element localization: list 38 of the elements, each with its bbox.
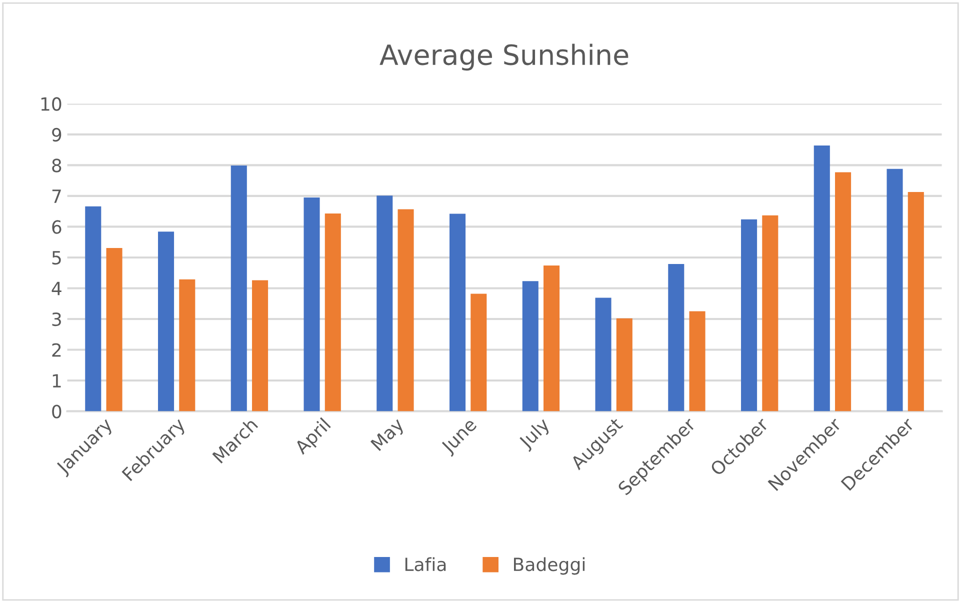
bar xyxy=(324,214,341,412)
chart-title: Average Sunshine xyxy=(380,44,628,71)
bar xyxy=(835,172,852,412)
y-tick-label: 9 xyxy=(52,128,62,142)
bar xyxy=(398,209,414,412)
bar xyxy=(230,166,247,412)
bar xyxy=(908,192,924,412)
bar xyxy=(106,248,122,412)
legend-label: Badeggi xyxy=(514,557,585,575)
bar xyxy=(595,298,612,412)
y-tick-label: 10 xyxy=(41,97,62,111)
bar xyxy=(762,215,778,412)
bar xyxy=(741,219,758,412)
bar xyxy=(689,311,706,412)
bar xyxy=(616,318,632,412)
y-tick-label: 6 xyxy=(52,220,62,234)
bar xyxy=(158,232,174,412)
bar xyxy=(85,206,102,412)
y-tick-label: 4 xyxy=(52,282,62,296)
bar xyxy=(376,196,393,412)
bar xyxy=(450,214,466,412)
bar xyxy=(668,264,684,412)
y-tick-label: 0 xyxy=(52,404,62,418)
y-tick-label: 5 xyxy=(52,251,61,265)
y-tick-label: 1 xyxy=(52,374,61,388)
bar xyxy=(886,168,903,412)
y-tick-label: 7 xyxy=(52,190,61,203)
bar xyxy=(522,281,538,412)
bar xyxy=(544,265,560,412)
bar xyxy=(304,198,320,412)
y-tick-label: 2 xyxy=(52,343,61,357)
legend-label: Lafia xyxy=(405,557,446,572)
bar xyxy=(814,146,830,412)
bar xyxy=(252,280,268,412)
bar xyxy=(179,279,196,412)
y-tick-label: 8 xyxy=(52,158,62,172)
bar xyxy=(470,294,487,412)
y-tick-label: 3 xyxy=(52,312,61,326)
